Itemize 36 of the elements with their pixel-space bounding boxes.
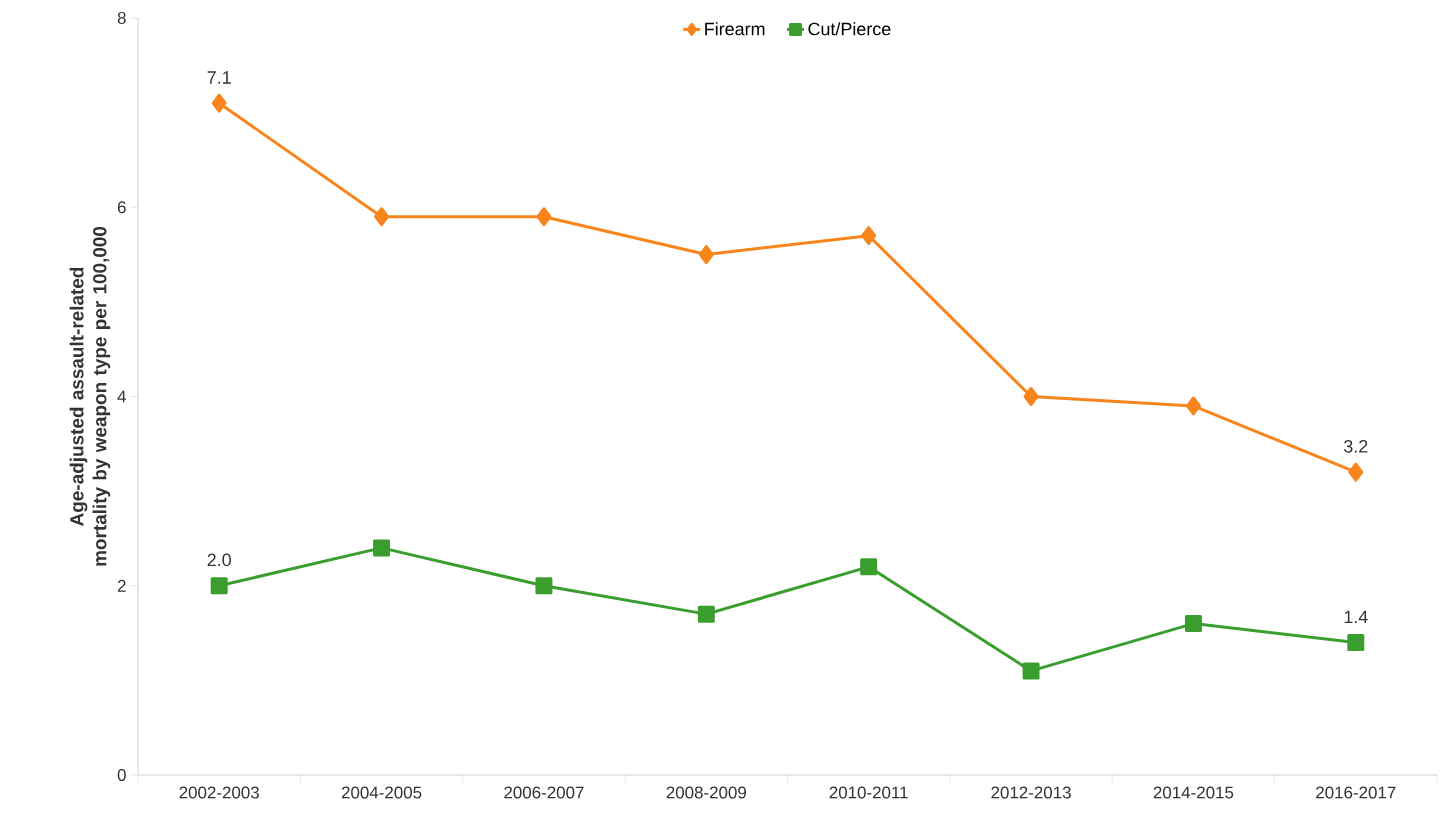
x-tick-label: 2002-2003 [179, 786, 259, 799]
data-label: 3.2 [1344, 439, 1368, 453]
x-tick-label: 2008-2009 [666, 786, 746, 799]
point [1347, 634, 1365, 652]
data-label: 7.1 [207, 71, 231, 84]
legend-label: Firearm [705, 22, 765, 36]
point [373, 539, 391, 557]
x-tick-label: 2004-2005 [341, 786, 422, 799]
legend-label: Cut/Pierce [808, 22, 891, 36]
y-tick-label: 6 [117, 201, 126, 214]
point [374, 207, 390, 227]
y-tick-label: 2 [117, 579, 126, 592]
point [211, 93, 227, 113]
point [1022, 662, 1040, 680]
y-tick-label: 8 [117, 12, 126, 24]
point [210, 577, 228, 595]
y-tick-label: 0 [117, 769, 126, 781]
x-tick-label: 2006-2007 [504, 786, 584, 799]
point [1348, 462, 1364, 482]
point [861, 226, 877, 246]
data-label: 2.0 [207, 553, 231, 567]
data-label: 1.4 [1344, 610, 1368, 624]
point [698, 245, 714, 265]
point [1023, 387, 1039, 406]
x-tick-label: 2010-2011 [829, 786, 908, 799]
point [536, 207, 552, 227]
x-tick-label: 2016-2017 [1316, 786, 1396, 799]
x-tick-label: 2014-2015 [1153, 786, 1234, 799]
y-axis-title: Age-adjusted assault-related mortality by weapon type per 100,000 [69, 226, 111, 566]
point [860, 558, 878, 576]
x-tick-label: 2012-2013 [991, 786, 1071, 799]
point [1185, 396, 1201, 416]
point [535, 577, 553, 595]
point [697, 605, 715, 623]
point [1184, 615, 1202, 633]
y-tick-label: 4 [117, 390, 126, 403]
